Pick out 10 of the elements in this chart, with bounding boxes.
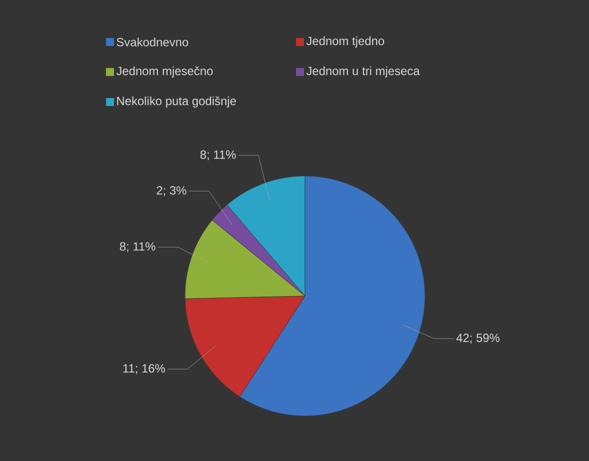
legend-label: Jednom u tri mjeseca — [306, 66, 420, 78]
legend-label: Jednom mjesečno — [116, 66, 213, 78]
legend-label: Jednom tjedno — [306, 36, 384, 48]
legend-label: Svakodnevno — [116, 38, 188, 46]
legend-label: Nekoliko puta godišnje — [117, 96, 236, 108]
data-label: 11; 16% — [123, 364, 165, 374]
data-label: 8; 11% — [200, 150, 236, 160]
data-label: 8; 11% — [120, 242, 156, 252]
data-label: 2; 3% — [156, 186, 186, 196]
data-label: 42; 59% — [456, 334, 500, 344]
